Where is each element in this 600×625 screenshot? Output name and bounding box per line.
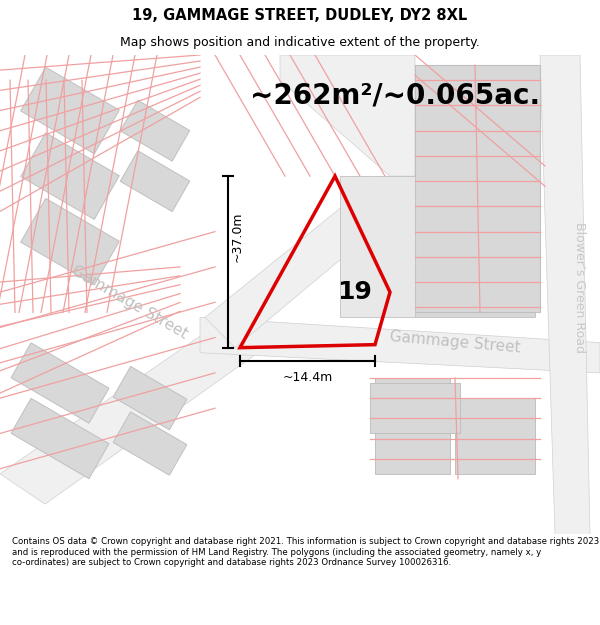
Polygon shape xyxy=(280,55,415,176)
Polygon shape xyxy=(415,65,535,201)
Polygon shape xyxy=(415,65,540,312)
Polygon shape xyxy=(120,151,190,212)
Polygon shape xyxy=(415,201,535,252)
Text: ~37.0m: ~37.0m xyxy=(230,211,244,262)
Polygon shape xyxy=(113,366,187,430)
Polygon shape xyxy=(20,132,119,219)
Polygon shape xyxy=(20,198,119,285)
Polygon shape xyxy=(415,70,535,121)
Polygon shape xyxy=(20,68,119,154)
Polygon shape xyxy=(205,176,410,348)
Polygon shape xyxy=(415,136,535,186)
Text: 19: 19 xyxy=(338,280,373,304)
Text: Gammage Street: Gammage Street xyxy=(70,263,191,342)
Polygon shape xyxy=(0,322,265,504)
Polygon shape xyxy=(455,398,535,474)
Polygon shape xyxy=(11,398,109,479)
Polygon shape xyxy=(11,342,109,423)
Polygon shape xyxy=(120,100,190,161)
Polygon shape xyxy=(375,378,450,474)
Text: Contains OS data © Crown copyright and database right 2021. This information is : Contains OS data © Crown copyright and d… xyxy=(12,538,599,568)
Polygon shape xyxy=(370,383,460,434)
Polygon shape xyxy=(540,55,590,534)
Text: Blower’s Green Road: Blower’s Green Road xyxy=(574,222,587,352)
Text: Map shows position and indicative extent of the property.: Map shows position and indicative extent… xyxy=(120,36,480,49)
Polygon shape xyxy=(113,412,187,475)
Polygon shape xyxy=(340,176,415,318)
Text: 19, GAMMAGE STREET, DUDLEY, DY2 8XL: 19, GAMMAGE STREET, DUDLEY, DY2 8XL xyxy=(133,8,467,23)
Text: ~262m²/~0.065ac.: ~262m²/~0.065ac. xyxy=(250,81,540,109)
Polygon shape xyxy=(415,211,535,302)
Polygon shape xyxy=(415,267,535,318)
Text: ~14.4m: ~14.4m xyxy=(283,371,332,384)
Polygon shape xyxy=(200,318,600,373)
Text: Gammage Street: Gammage Street xyxy=(389,329,521,356)
